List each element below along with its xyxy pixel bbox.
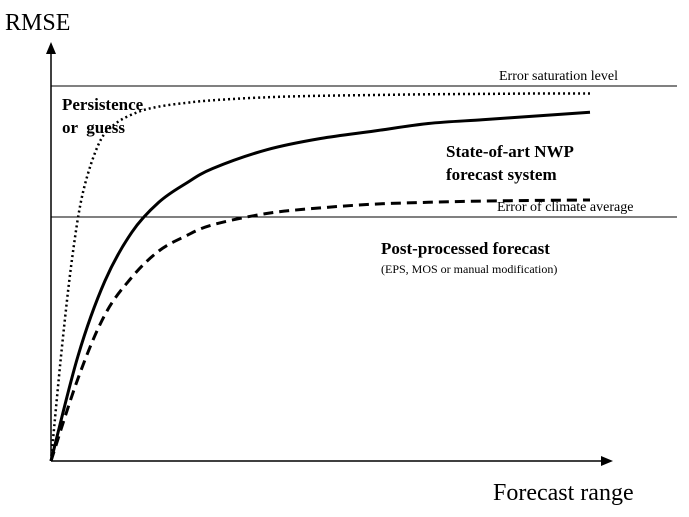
saturation-line-label: Error saturation level <box>499 69 618 84</box>
persistence-label-2: or guess <box>62 118 125 137</box>
x-axis-label: Forecast range <box>493 480 634 506</box>
nwp-curve <box>49 110 591 462</box>
x-axis-arrow <box>601 456 613 466</box>
persistence-curve <box>49 92 591 462</box>
y-axis-arrow <box>46 42 56 54</box>
post-processed-label: Post-processed forecast <box>381 239 550 258</box>
nwp-label-1: State-of-art NWP <box>446 142 574 161</box>
post-processed-curve <box>49 198 591 462</box>
climate-line-label: Error of climate average <box>497 200 633 215</box>
persistence-label-1: Persistence <box>62 95 144 114</box>
post-processed-sublabel: (EPS, MOS or manual modification) <box>381 262 557 276</box>
nwp-label-2: forecast system <box>446 165 557 184</box>
y-axis-label: RMSE <box>5 10 70 36</box>
